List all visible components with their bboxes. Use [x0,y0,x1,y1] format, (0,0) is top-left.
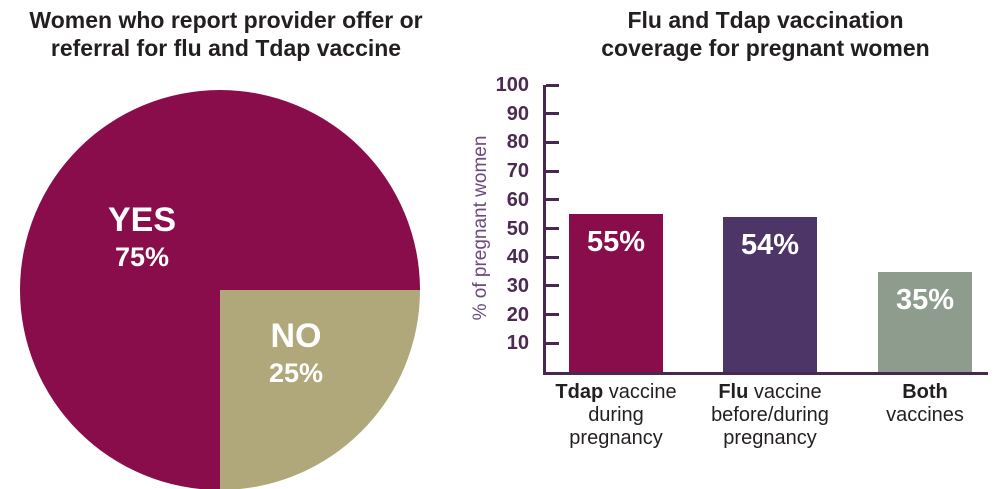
bar-chart-title: Flu and Tdap vaccination coverage for pr… [543,6,988,62]
bar-value-label: 55% [586,226,646,259]
y-tick [546,284,559,288]
category-label-1: Tdap vaccine during pregnancy [555,381,677,449]
pie-slice-label-yes: YES 75% [52,203,232,271]
no-label: NO [270,317,322,355]
bar-title-line-2: coverage for pregnant women [601,35,930,62]
y-tick [546,112,559,116]
pie-chart-title: Women who report provider offer or refer… [0,6,452,62]
y-axis-line [543,85,546,375]
bar-3: 35% [878,271,972,372]
y-tick-label: 10 [506,332,529,355]
y-tick [546,255,559,259]
category-label-2: Flu vaccine before/during pregnancy [711,381,829,449]
pie-title-line-2: referral for flu and Tdap vaccine [50,35,402,62]
bar-plot: 55% 54% 35% [543,83,988,375]
y-tick-label: 20 [506,303,529,326]
y-tick [546,169,559,173]
y-tick-label: 30 [506,274,529,297]
x-axis-line [543,372,988,375]
bar-title-line-1: Flu and Tdap vaccination [627,7,904,33]
bar-value-label: 54% [740,229,800,262]
y-tick-label: 70 [506,160,529,183]
yes-percent: 75% [114,242,170,272]
bar-1: 55% [569,214,663,372]
yes-label: YES [107,201,177,239]
y-tick [546,83,559,87]
pie-title-line-1: Women who report provider offer or [29,7,423,33]
y-tick [546,313,559,317]
y-tick-label: 90 [506,102,529,125]
y-tick [546,140,559,144]
category-label-3: Both vaccines [886,381,964,426]
y-tick [546,198,559,202]
y-tick-label: 100 [495,74,529,96]
pie-chart [20,90,420,489]
bar-value-label: 35% [895,283,955,316]
category-labels: Tdap vaccine during pregnancy Flu vaccine be… [543,381,995,489]
y-tick-label: 60 [506,188,529,211]
y-tick-label: 50 [506,217,529,240]
y-tick-label: 80 [506,131,529,154]
y-tick [546,227,559,230]
pie-slice-label-no: NO 25% [206,319,386,387]
no-percent: 25% [268,358,324,388]
bar-2: 54% [723,217,817,372]
y-tick-label: 40 [506,246,529,269]
y-tick [546,341,559,345]
y-tick-labels: 10 20 30 40 50 60 70 80 90 100 [488,74,533,372]
